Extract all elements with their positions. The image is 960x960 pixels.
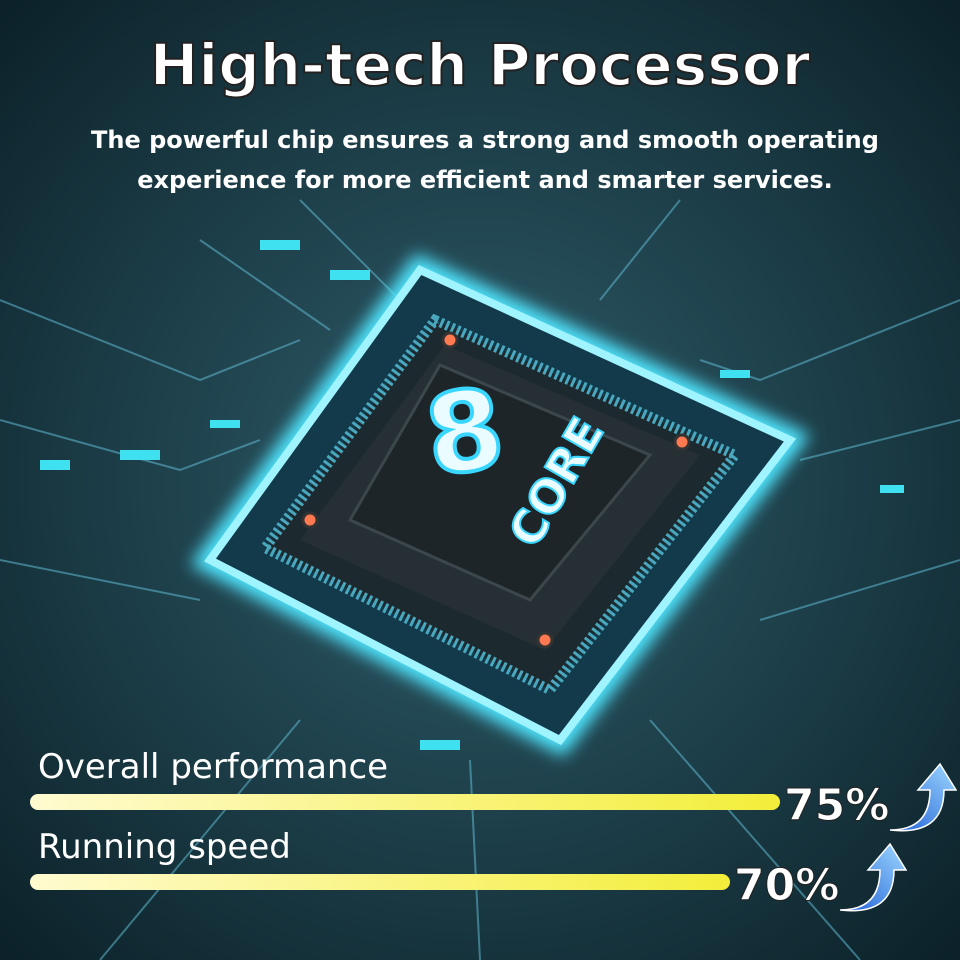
arrow-icon [889,762,958,832]
bar-value: 75% [784,780,889,831]
subtitle-line: The powerful chip ensures a strong and s… [91,126,879,154]
chip-dots [301,331,691,649]
subtitle-line: experience for more efficient and smarte… [137,166,833,194]
title: High-tech Processor [150,31,811,99]
bar [30,794,780,810]
circuit-lights [40,240,904,750]
bar [30,874,730,890]
bar-label: Overall performance [38,747,388,787]
arrow-icon [839,842,908,912]
bar-value: 70% [734,860,839,911]
chip-die [347,363,653,602]
bar-label: Running speed [38,827,291,867]
circuit-lines [0,199,960,960]
